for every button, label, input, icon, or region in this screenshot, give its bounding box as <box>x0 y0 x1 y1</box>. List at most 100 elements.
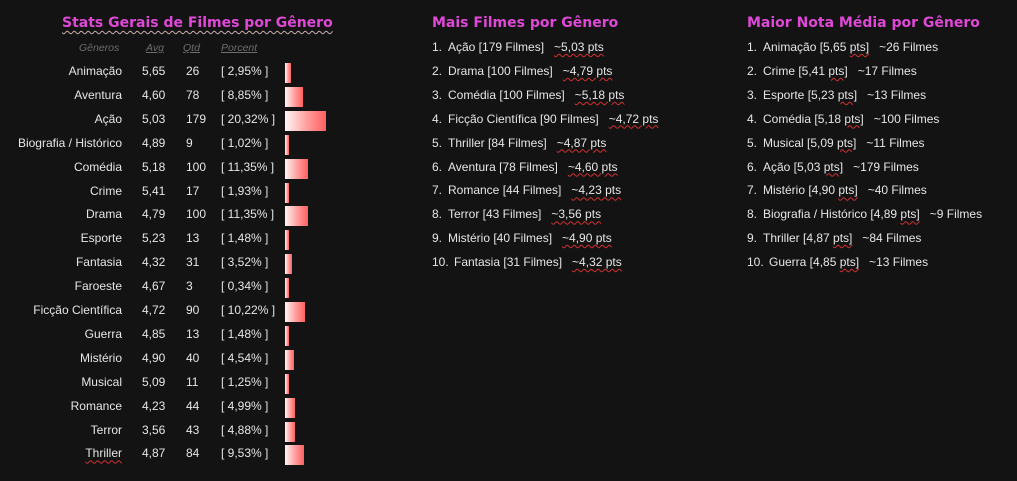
genre-name: Terror <box>90 422 122 437</box>
genre-qtd: 26 <box>186 64 200 78</box>
list-item-number: 2. <box>747 63 758 78</box>
genre-name: Musical <box>81 374 122 389</box>
list-item: 7. Mistério [4,90 pts] ~40 Filmes <box>747 183 927 197</box>
list-item-detail: ~9 Filmes <box>929 207 983 222</box>
genre-avg: 5,65 <box>142 64 166 78</box>
list-item-detail: ~13 Filmes <box>867 87 927 102</box>
genre-qtd: 44 <box>186 398 200 413</box>
list-item-number: 2. <box>432 63 443 78</box>
genre-pct: [ 20,32% ] <box>221 111 276 126</box>
genre-avg: 4,67 <box>142 279 166 294</box>
list-item-label: Esporte [5,23 pts] <box>763 87 858 102</box>
list-item-number: 8. <box>747 207 758 222</box>
genre-qtd: 9 <box>186 135 193 150</box>
genre-pct: [ 0,34% ] <box>221 279 269 294</box>
list-item-label: Terror [43 Filmes] <box>448 207 542 222</box>
genre-pct: [ 11,35% ] <box>221 207 275 222</box>
genre-name: Mistério <box>79 350 122 365</box>
list-item-detail: ~4,32 pts <box>572 255 622 270</box>
genre-avg: 5,03 <box>142 111 166 126</box>
genre-pct: [ 1,02% ] <box>221 135 269 150</box>
best-rating-title: Maior Nota Média por Gênero <box>747 15 980 31</box>
list-item-detail: ~5,18 pts <box>574 87 625 102</box>
table-row: Musical 5,09 11 [ 1,25% ] <box>0 373 340 394</box>
genre-name: Drama <box>85 207 122 222</box>
list-item: 5. Musical [5,09 pts] ~11 Filmes <box>747 136 925 150</box>
list-item-label: Ficção Científica [90 Filmes] <box>448 111 599 126</box>
list-item: 3. Esporte [5,23 pts] ~13 Filmes <box>747 88 926 102</box>
genre-qtd: 13 <box>186 231 200 246</box>
list-item-number: 9. <box>432 231 443 246</box>
genre-qtd: 90 <box>186 303 200 317</box>
genre-avg: 4,90 <box>142 350 166 365</box>
table-row: Fantasia 4,32 31 [ 3,52% ] <box>0 253 340 275</box>
genre-name: Esporte <box>80 231 122 246</box>
genre-pct: [ 1,48% ] <box>221 231 269 246</box>
genre-pct: [ 9,53% ] <box>221 446 269 461</box>
genre-name: Crime <box>90 183 122 198</box>
table-row: Ficção Científica 4,72 90 [ 10,22% ] <box>0 301 340 322</box>
pct-bar <box>285 63 291 83</box>
pct-bar <box>285 302 306 322</box>
table-row: Animação 5,65 26 [ 2,95% ] <box>0 62 340 83</box>
list-item-label: Aventura [78 Filmes] <box>448 159 558 174</box>
list-item-number: 9. <box>747 231 758 246</box>
list-item-number: 4. <box>747 111 758 126</box>
list-item-number: 10. <box>432 255 449 270</box>
pct-bar <box>285 110 326 131</box>
table-row: Ação 5,03 179 [ 20,32% ] <box>0 110 340 131</box>
list-item-number: 6. <box>747 159 758 174</box>
genre-name: Ação <box>94 111 122 126</box>
genre-pct: [ 4,88% ] <box>221 422 269 437</box>
table-row: Guerra 4,85 13 [ 1,48% ] <box>0 325 340 346</box>
genre-name: Biografia / Histórico <box>17 135 122 150</box>
list-item-detail: ~5,03 pts <box>554 40 604 54</box>
list-item-detail: ~13 Filmes <box>869 255 929 270</box>
genre-avg: 4,87 <box>142 446 166 461</box>
table-row: Esporte 5,23 13 [ 1,48% ] <box>0 229 340 251</box>
list-item-label: Biografia / Histórico [4,89 pts] <box>763 207 920 222</box>
genre-pct: [ 8,85% ] <box>221 87 269 102</box>
genre-avg: 5,18 <box>142 159 166 174</box>
list-item-detail: ~40 Filmes <box>867 183 927 198</box>
list-item-label: Guerra [4,85 pts] <box>769 255 860 270</box>
list-item: 8. Biografia / Histórico [4,89 pts] ~9 Fil… <box>747 207 982 221</box>
genre-name: Animação <box>68 64 122 78</box>
list-item-label: Drama [100 Filmes] <box>448 63 553 78</box>
genre-qtd: 13 <box>186 326 200 341</box>
genre-avg: 4,72 <box>142 303 166 317</box>
list-item-number: 4. <box>432 111 443 126</box>
list-item-number: 10. <box>747 255 764 270</box>
header-genre: Gêneros <box>79 42 120 54</box>
pct-bar <box>285 206 308 227</box>
table-row: Crime 5,41 17 [ 1,93% ] <box>0 182 340 203</box>
genre-pct: [ 1,25% ] <box>221 374 269 389</box>
genre-avg: 4,32 <box>142 255 166 270</box>
list-item: 1. Animação [5,65 pts] ~26 Filmes <box>747 40 938 54</box>
list-item-number: 7. <box>432 183 443 198</box>
genre-name: Thriller <box>85 446 122 461</box>
genre-qtd: 31 <box>186 255 200 270</box>
pct-bar <box>285 254 293 275</box>
genre-pct: [ 1,93% ] <box>221 183 269 198</box>
list-item: 6. Ação [5,03 pts] ~179 Filmes <box>747 160 919 174</box>
header-pct: Porcent <box>221 42 258 54</box>
list-item: 7. Romance [44 Filmes] ~4,23 pts <box>432 183 621 197</box>
list-item-detail: ~4,79 pts <box>562 63 613 78</box>
list-item-label: Comédia [100 Filmes] <box>448 87 565 102</box>
genre-name: Aventura <box>74 87 122 102</box>
genre-avg: 5,09 <box>142 374 166 389</box>
genre-qtd: 17 <box>186 183 200 198</box>
table-row: Faroeste 4,67 3 [ 0,34% ] <box>0 277 340 299</box>
pct-bar <box>285 230 289 251</box>
list-item-label: Thriller [84 Filmes] <box>448 135 547 150</box>
genre-qtd: 100 <box>186 207 207 222</box>
genre-pct: [ 4,99% ] <box>221 398 269 413</box>
list-item-detail: ~4,90 pts <box>562 231 612 246</box>
genre-avg: 4,85 <box>142 326 166 341</box>
genre-pct: [ 1,48% ] <box>221 326 269 341</box>
list-item-label: Ação [179 Filmes] <box>448 40 545 54</box>
table-row: Romance 4,23 44 [ 4,99% ] <box>0 397 340 418</box>
list-item-detail: ~17 Filmes <box>857 63 917 78</box>
genre-name: Guerra <box>84 326 122 341</box>
